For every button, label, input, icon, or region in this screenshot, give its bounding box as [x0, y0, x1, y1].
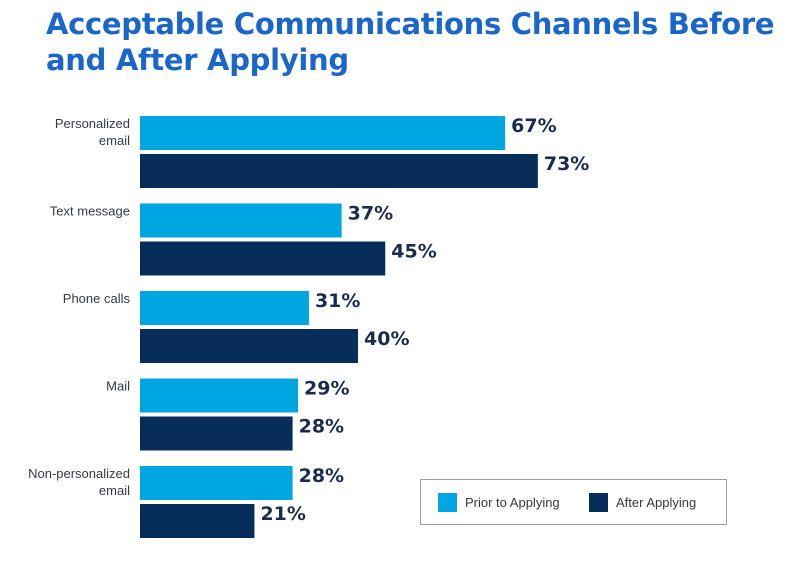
bar-after [140, 154, 538, 188]
value-label: 28% [299, 465, 344, 487]
legend-label-after: After Applying [616, 495, 697, 510]
value-label: 67% [511, 115, 556, 137]
value-label: 28% [299, 416, 344, 438]
bar-after [140, 416, 293, 451]
value-label: 45% [391, 241, 436, 263]
value-label: 21% [260, 503, 305, 525]
bar-prior [140, 291, 309, 325]
value-label: 40% [364, 328, 409, 350]
bar-after [140, 241, 386, 276]
category-label: Mail [106, 379, 130, 394]
category-label: Non-personalized email [28, 466, 130, 498]
bar-prior [140, 116, 506, 150]
legend-swatch-prior [438, 493, 457, 512]
bar-after [140, 504, 255, 538]
legend-swatch-after [589, 493, 608, 512]
legend-item-prior: Prior to Applying [438, 493, 560, 512]
bar-prior [140, 203, 342, 238]
bar-prior [140, 378, 299, 413]
legend-label-prior: Prior to Applying [465, 495, 560, 510]
legend-item-after: After Applying [589, 493, 696, 512]
value-label: 37% [348, 203, 393, 225]
category-label: Text message [50, 204, 130, 219]
value-label: 31% [315, 290, 360, 312]
category-label: Personalized email [55, 116, 130, 148]
bar-prior [140, 466, 293, 500]
category-label: Phone calls [63, 291, 131, 306]
bar-after [140, 329, 358, 363]
value-label: 29% [304, 378, 349, 400]
legend: Prior to Applying After Applying [420, 479, 727, 525]
chart-title: Acceptable Communications Channels Befor… [46, 7, 775, 77]
value-label: 73% [544, 153, 589, 175]
